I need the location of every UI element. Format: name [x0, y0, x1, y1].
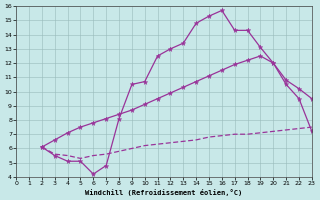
- X-axis label: Windchill (Refroidissement éolien,°C): Windchill (Refroidissement éolien,°C): [85, 189, 243, 196]
